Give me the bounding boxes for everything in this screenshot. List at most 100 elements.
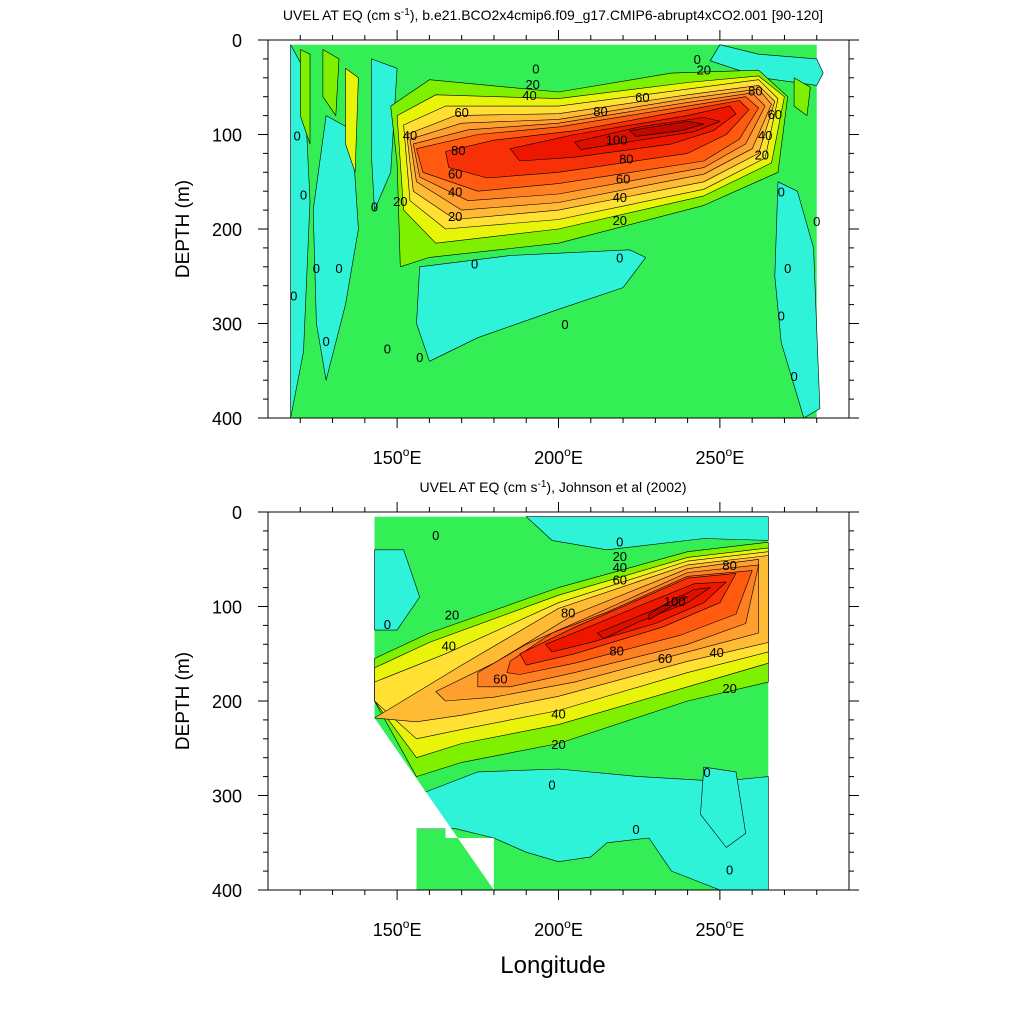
y-tick-label: 400 bbox=[212, 881, 242, 901]
contour-label: 60 bbox=[635, 90, 649, 105]
contour-label: 40 bbox=[613, 560, 627, 575]
x-tick-label: 250oE bbox=[696, 917, 745, 940]
contour-label: 0 bbox=[432, 528, 439, 543]
x-tick-label: 150oE bbox=[373, 917, 422, 940]
contour-label: 40 bbox=[709, 645, 723, 660]
top-plot-area bbox=[290, 44, 824, 418]
contour-label: 0 bbox=[616, 251, 623, 266]
contour-label: 20 bbox=[445, 607, 459, 622]
contour-label: 20 bbox=[525, 77, 539, 92]
contour-label: 0 bbox=[561, 317, 568, 332]
top-panel-title: UVEL AT EQ (cm s-1), b.e21.BCO2x4cmip6.f… bbox=[283, 7, 823, 23]
contour-label: 60 bbox=[613, 572, 627, 587]
contour-label: 60 bbox=[454, 105, 468, 120]
top-y-axis-label: DEPTH (m) bbox=[173, 180, 194, 278]
contour-region--10-0-5 bbox=[774, 181, 821, 418]
contour-label: 60 bbox=[448, 167, 462, 182]
contour-region-110-120-20 bbox=[629, 121, 705, 137]
contour-label: 40 bbox=[448, 185, 462, 200]
contour-label: 20 bbox=[551, 737, 565, 752]
contour-region--10-0-2 bbox=[416, 768, 769, 890]
y-tick-label: 300 bbox=[212, 315, 242, 335]
contour-label: 0 bbox=[778, 308, 785, 323]
y-tick-label: 400 bbox=[212, 409, 242, 429]
contour-region-10-20-9 bbox=[793, 77, 811, 116]
contour-label: 0 bbox=[726, 863, 733, 878]
contour-region-10-20-7 bbox=[322, 49, 340, 116]
contour-region--10-0-0 bbox=[525, 516, 769, 551]
contour-label: 0 bbox=[694, 52, 701, 67]
y-tick-label: 200 bbox=[212, 692, 242, 712]
contour-region--10-0-0 bbox=[709, 44, 824, 86]
contour-label: 0 bbox=[616, 535, 623, 550]
contour-label: 0 bbox=[416, 350, 423, 365]
bottom-contour-panel: UVEL AT EQ (cm s-1), Johnson et al (2002… bbox=[173, 479, 859, 979]
top-contour-panel: UVEL AT EQ (cm s-1), b.e21.BCO2x4cmip6.f… bbox=[173, 7, 859, 468]
contour-label: 40 bbox=[551, 707, 565, 722]
contour-label: 40 bbox=[442, 639, 456, 654]
contour-label: 0 bbox=[384, 341, 391, 356]
contour-label: 60 bbox=[658, 651, 672, 666]
contour-label: 0 bbox=[290, 288, 297, 303]
contour-label: 0 bbox=[293, 129, 300, 144]
contour-label: 60 bbox=[768, 107, 782, 122]
contour-label: 20 bbox=[613, 549, 627, 564]
x-tick-label: 200oE bbox=[534, 917, 583, 940]
y-tick-label: 100 bbox=[212, 598, 242, 618]
contour-label: 0 bbox=[313, 261, 320, 276]
contour-label: 80 bbox=[451, 143, 465, 158]
contour-label: 40 bbox=[613, 190, 627, 205]
contour-label: 80 bbox=[748, 83, 762, 98]
contour-label: 0 bbox=[778, 185, 785, 200]
contour-label: 60 bbox=[616, 171, 630, 186]
y-tick-label: 300 bbox=[212, 787, 242, 807]
contour-label: 0 bbox=[371, 200, 378, 215]
y-tick-label: 200 bbox=[212, 220, 242, 240]
bottom-y-axis-label: DEPTH (m) bbox=[173, 652, 194, 750]
bottom-panel-title: UVEL AT EQ (cm s-1), Johnson et al (2002… bbox=[420, 479, 687, 495]
contour-region-20-30-11 bbox=[345, 68, 359, 173]
top-contour-fills bbox=[290, 44, 824, 418]
x-tick-label: 250oE bbox=[696, 445, 745, 468]
contour-region-110-120-14 bbox=[648, 594, 688, 621]
contour-label: 0 bbox=[813, 214, 820, 229]
contour-region--10-0-1 bbox=[374, 549, 421, 631]
contour-label: 40 bbox=[758, 128, 772, 143]
contour-label: 20 bbox=[697, 63, 711, 78]
contour-label: 0 bbox=[322, 334, 329, 349]
contour-label: 20 bbox=[393, 194, 407, 209]
contour-label: 0 bbox=[784, 261, 791, 276]
contour-label: 80 bbox=[609, 643, 623, 658]
contour-label: 100 bbox=[606, 133, 628, 148]
contour-label: 80 bbox=[593, 104, 607, 119]
contour-label: 80 bbox=[722, 558, 736, 573]
contour-label: 80 bbox=[561, 606, 575, 621]
contour-label: 100 bbox=[664, 594, 686, 609]
contour-region--10-0-3 bbox=[700, 766, 747, 848]
contour-region--10-0-1 bbox=[416, 249, 647, 362]
bottom-plot-area bbox=[374, 516, 769, 890]
bottom-contour-fills bbox=[374, 516, 769, 890]
contour-label: 0 bbox=[703, 765, 710, 780]
y-tick-label: 0 bbox=[232, 31, 242, 51]
bottom-x-axis-label: Longitude bbox=[500, 952, 605, 979]
contour-label: 40 bbox=[522, 88, 536, 103]
contour-label: 0 bbox=[300, 187, 307, 202]
contour-label: 0 bbox=[335, 261, 342, 276]
contour-label: 20 bbox=[755, 148, 769, 163]
contour-label: 60 bbox=[493, 672, 507, 687]
contour-region-10-20-8 bbox=[299, 49, 311, 145]
contour-region--10-0-4 bbox=[370, 58, 398, 211]
contour-label: 0 bbox=[790, 369, 797, 384]
missing-data-mask bbox=[374, 718, 494, 890]
bottom-missing-data bbox=[374, 718, 494, 890]
contour-label: 40 bbox=[403, 128, 417, 143]
contour-label: 20 bbox=[448, 209, 462, 224]
contour-label: 0 bbox=[532, 62, 539, 77]
y-tick-label: 0 bbox=[232, 503, 242, 523]
contour-label: 0 bbox=[632, 822, 639, 837]
